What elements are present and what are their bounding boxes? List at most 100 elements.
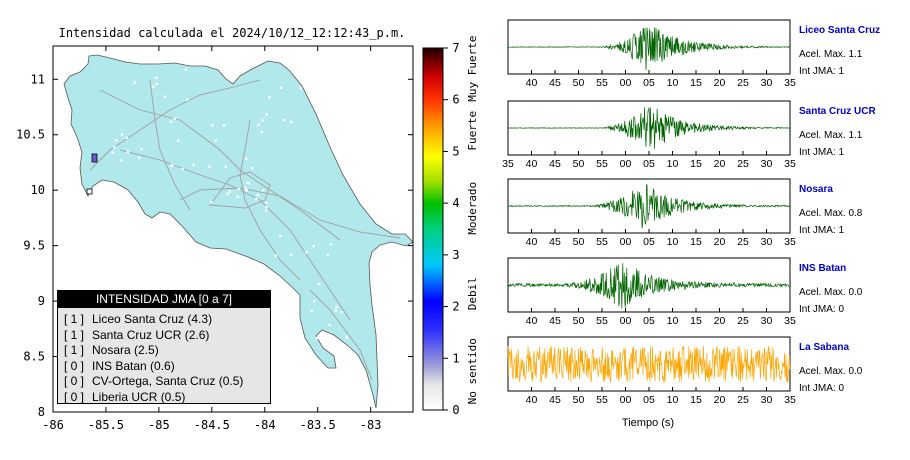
- seismogram-x-tick-label: 00: [620, 394, 632, 406]
- seismogram-x-tick-label: 45: [549, 315, 561, 327]
- seismogram-x-tick-label: 15: [690, 315, 702, 327]
- legend-entries: [ 1 ] Liceo Santa Cruz (4.3) [ 1 ] Santa Cr…: [58, 308, 270, 405]
- seismogram-x-tick-label: 45: [549, 394, 561, 406]
- seismogram-x-tick-label: 25: [737, 158, 749, 170]
- legend-entry: [ 1 ] Nosara (2.5): [64, 343, 270, 359]
- map-x-axis: -86 -85.5 -85 -84.5 -84 -83.5 -83: [42, 46, 381, 432]
- legend-entry-level: [ 0 ]: [64, 389, 85, 404]
- intensity-cell-cv-ortega: [86, 188, 93, 195]
- colorbar-tick-label: 6: [452, 93, 459, 107]
- town-marker: [155, 76, 158, 79]
- legend-entry: [ 1 ] Liceo Santa Cruz (4.3): [64, 312, 270, 328]
- town-marker: [268, 96, 271, 99]
- town-marker: [340, 311, 343, 314]
- intensity-legend: INTENSIDAD JMA [0 a 7] [ 1 ] Liceo Santa …: [57, 290, 271, 404]
- seismogram-x-tick-label: 35: [784, 315, 796, 327]
- station-intensity: Int JMA: 1: [799, 225, 844, 236]
- town-marker: [173, 117, 177, 121]
- seismogram-x-tick-label: 05: [643, 315, 655, 327]
- station-name: Liceo Santa Cruz: [799, 25, 880, 36]
- town-marker: [237, 187, 240, 191]
- station-intensity: Int JMA: 1: [799, 66, 844, 77]
- station-accel: Acel. Max. 1.1: [799, 49, 863, 60]
- town-marker: [265, 206, 268, 209]
- legend-entry-label: Santa Cruz UCR (2.6): [92, 327, 210, 342]
- seismogram-x-tick-label: 50: [573, 394, 585, 406]
- seismogram-x-tick-label: 20: [714, 236, 726, 248]
- town-marker: [289, 253, 293, 256]
- seismogram-x-tick-label: 40: [526, 77, 538, 89]
- seismogram-x-tick-label: 35: [784, 394, 796, 406]
- town-marker: [246, 181, 249, 185]
- town-marker: [125, 136, 129, 140]
- map-y-tick-label: 9.5: [23, 239, 45, 253]
- seismogram-x-tick-label: 20: [714, 77, 726, 89]
- seismogram-x-tick-label: 35: [502, 158, 514, 170]
- seismogram-x-tick-label: 55: [596, 394, 608, 406]
- colorbar-scale: [422, 47, 444, 411]
- map-title: Intensidad calculada el 2024/10/12_12:12…: [59, 26, 406, 40]
- town-marker: [250, 167, 254, 170]
- town-marker: [244, 157, 248, 161]
- town-marker: [140, 147, 143, 151]
- seismogram-x-tick-label: 15: [690, 236, 702, 248]
- seismogram-x-tick-label: 20: [714, 315, 726, 327]
- town-marker: [276, 279, 280, 282]
- town-marker: [236, 195, 239, 198]
- colorbar-category-label: Moderado: [466, 182, 479, 235]
- station-name: Nosara: [799, 184, 833, 195]
- town-marker: [261, 119, 264, 122]
- map-y-tick-label: 11: [31, 72, 45, 86]
- seismogram-x-tick-label: 10: [667, 315, 679, 327]
- town-marker: [247, 182, 251, 185]
- seismogram-x-tick-label: 35: [784, 236, 796, 248]
- seismogram-panels: 40 45 50 55 00 05 10 15 20 25 30 35 Liceo Santa Cruz…: [502, 19, 880, 406]
- town-marker: [329, 243, 333, 246]
- town-marker: [290, 120, 293, 124]
- seismogram-x-tick-label: 40: [526, 394, 538, 406]
- seismogram-x-tick-label: 05: [643, 158, 655, 170]
- legend-entry-label: Liceo Santa Cruz (4.3): [92, 312, 213, 326]
- seismogram-x-tick-label: 45: [549, 158, 561, 170]
- town-marker: [120, 159, 123, 162]
- station-intensity: Int JMA: 0: [799, 383, 844, 394]
- seismogram-x-tick-label: 50: [573, 158, 585, 170]
- legend-entry-level: [ 0 ]: [64, 358, 85, 373]
- map-x-tick-label: -84: [254, 418, 276, 432]
- legend-entry-level: [ 1 ]: [64, 327, 85, 342]
- town-marker: [113, 146, 116, 149]
- station-accel: Acel. Max. 1.1: [799, 130, 863, 141]
- colorbar-tick-label: 1: [452, 351, 459, 365]
- seismogram-x-tick-label: 05: [643, 77, 655, 89]
- town-marker: [345, 336, 348, 339]
- seismogram-x-tick-label: 40: [526, 158, 538, 170]
- town-marker: [260, 130, 263, 134]
- colorbar-category-label: No sentido: [466, 338, 479, 404]
- seismogram-x-tick-label: 45: [549, 77, 561, 89]
- seismogram-x-tick-label: 50: [573, 315, 585, 327]
- seismogram-x-tick-label: 00: [620, 77, 632, 89]
- town-marker: [245, 189, 248, 192]
- seismogram-x-tick-label: 10: [667, 77, 679, 89]
- seismogram-trace: [507, 184, 791, 229]
- colorbar-category-label: Fuerte: [466, 111, 479, 151]
- seismogram-x-tick-label: 00: [620, 315, 632, 327]
- legend-entry: [ 0 ] INS Batan (0.6): [64, 359, 270, 375]
- seismogram-x-tick-label: 55: [596, 315, 608, 327]
- legend-entry-label: Nosara (2.5): [92, 343, 159, 357]
- seismogram-panel: 40 45 50 55 00 05 10 15 20 25 30 35 La Sabana Acel. M…: [507, 336, 863, 406]
- map-x-tick-label: -86: [42, 418, 64, 432]
- town-marker: [169, 120, 173, 123]
- seismogram-x-tick-label: 15: [690, 77, 702, 89]
- town-marker: [305, 251, 308, 254]
- seismogram-x-tick-label: 30: [761, 77, 773, 89]
- town-marker: [279, 234, 282, 238]
- colorbar-tick-label: 3: [452, 248, 459, 262]
- seismogram-x-tick-label: 05: [643, 236, 655, 248]
- legend-entry: [ 1 ] Santa Cruz UCR (2.6): [64, 328, 270, 344]
- seismogram-x-tick-label: 00: [620, 158, 632, 170]
- seismogram-x-tick-label: 15: [690, 394, 702, 406]
- colorbar-tick-label: 2: [452, 300, 459, 314]
- seismogram-x-tick-label: 05: [643, 394, 655, 406]
- colorbar-labels: No sentido Debil Moderado Fuerte Muy Fuerte: [466, 36, 479, 405]
